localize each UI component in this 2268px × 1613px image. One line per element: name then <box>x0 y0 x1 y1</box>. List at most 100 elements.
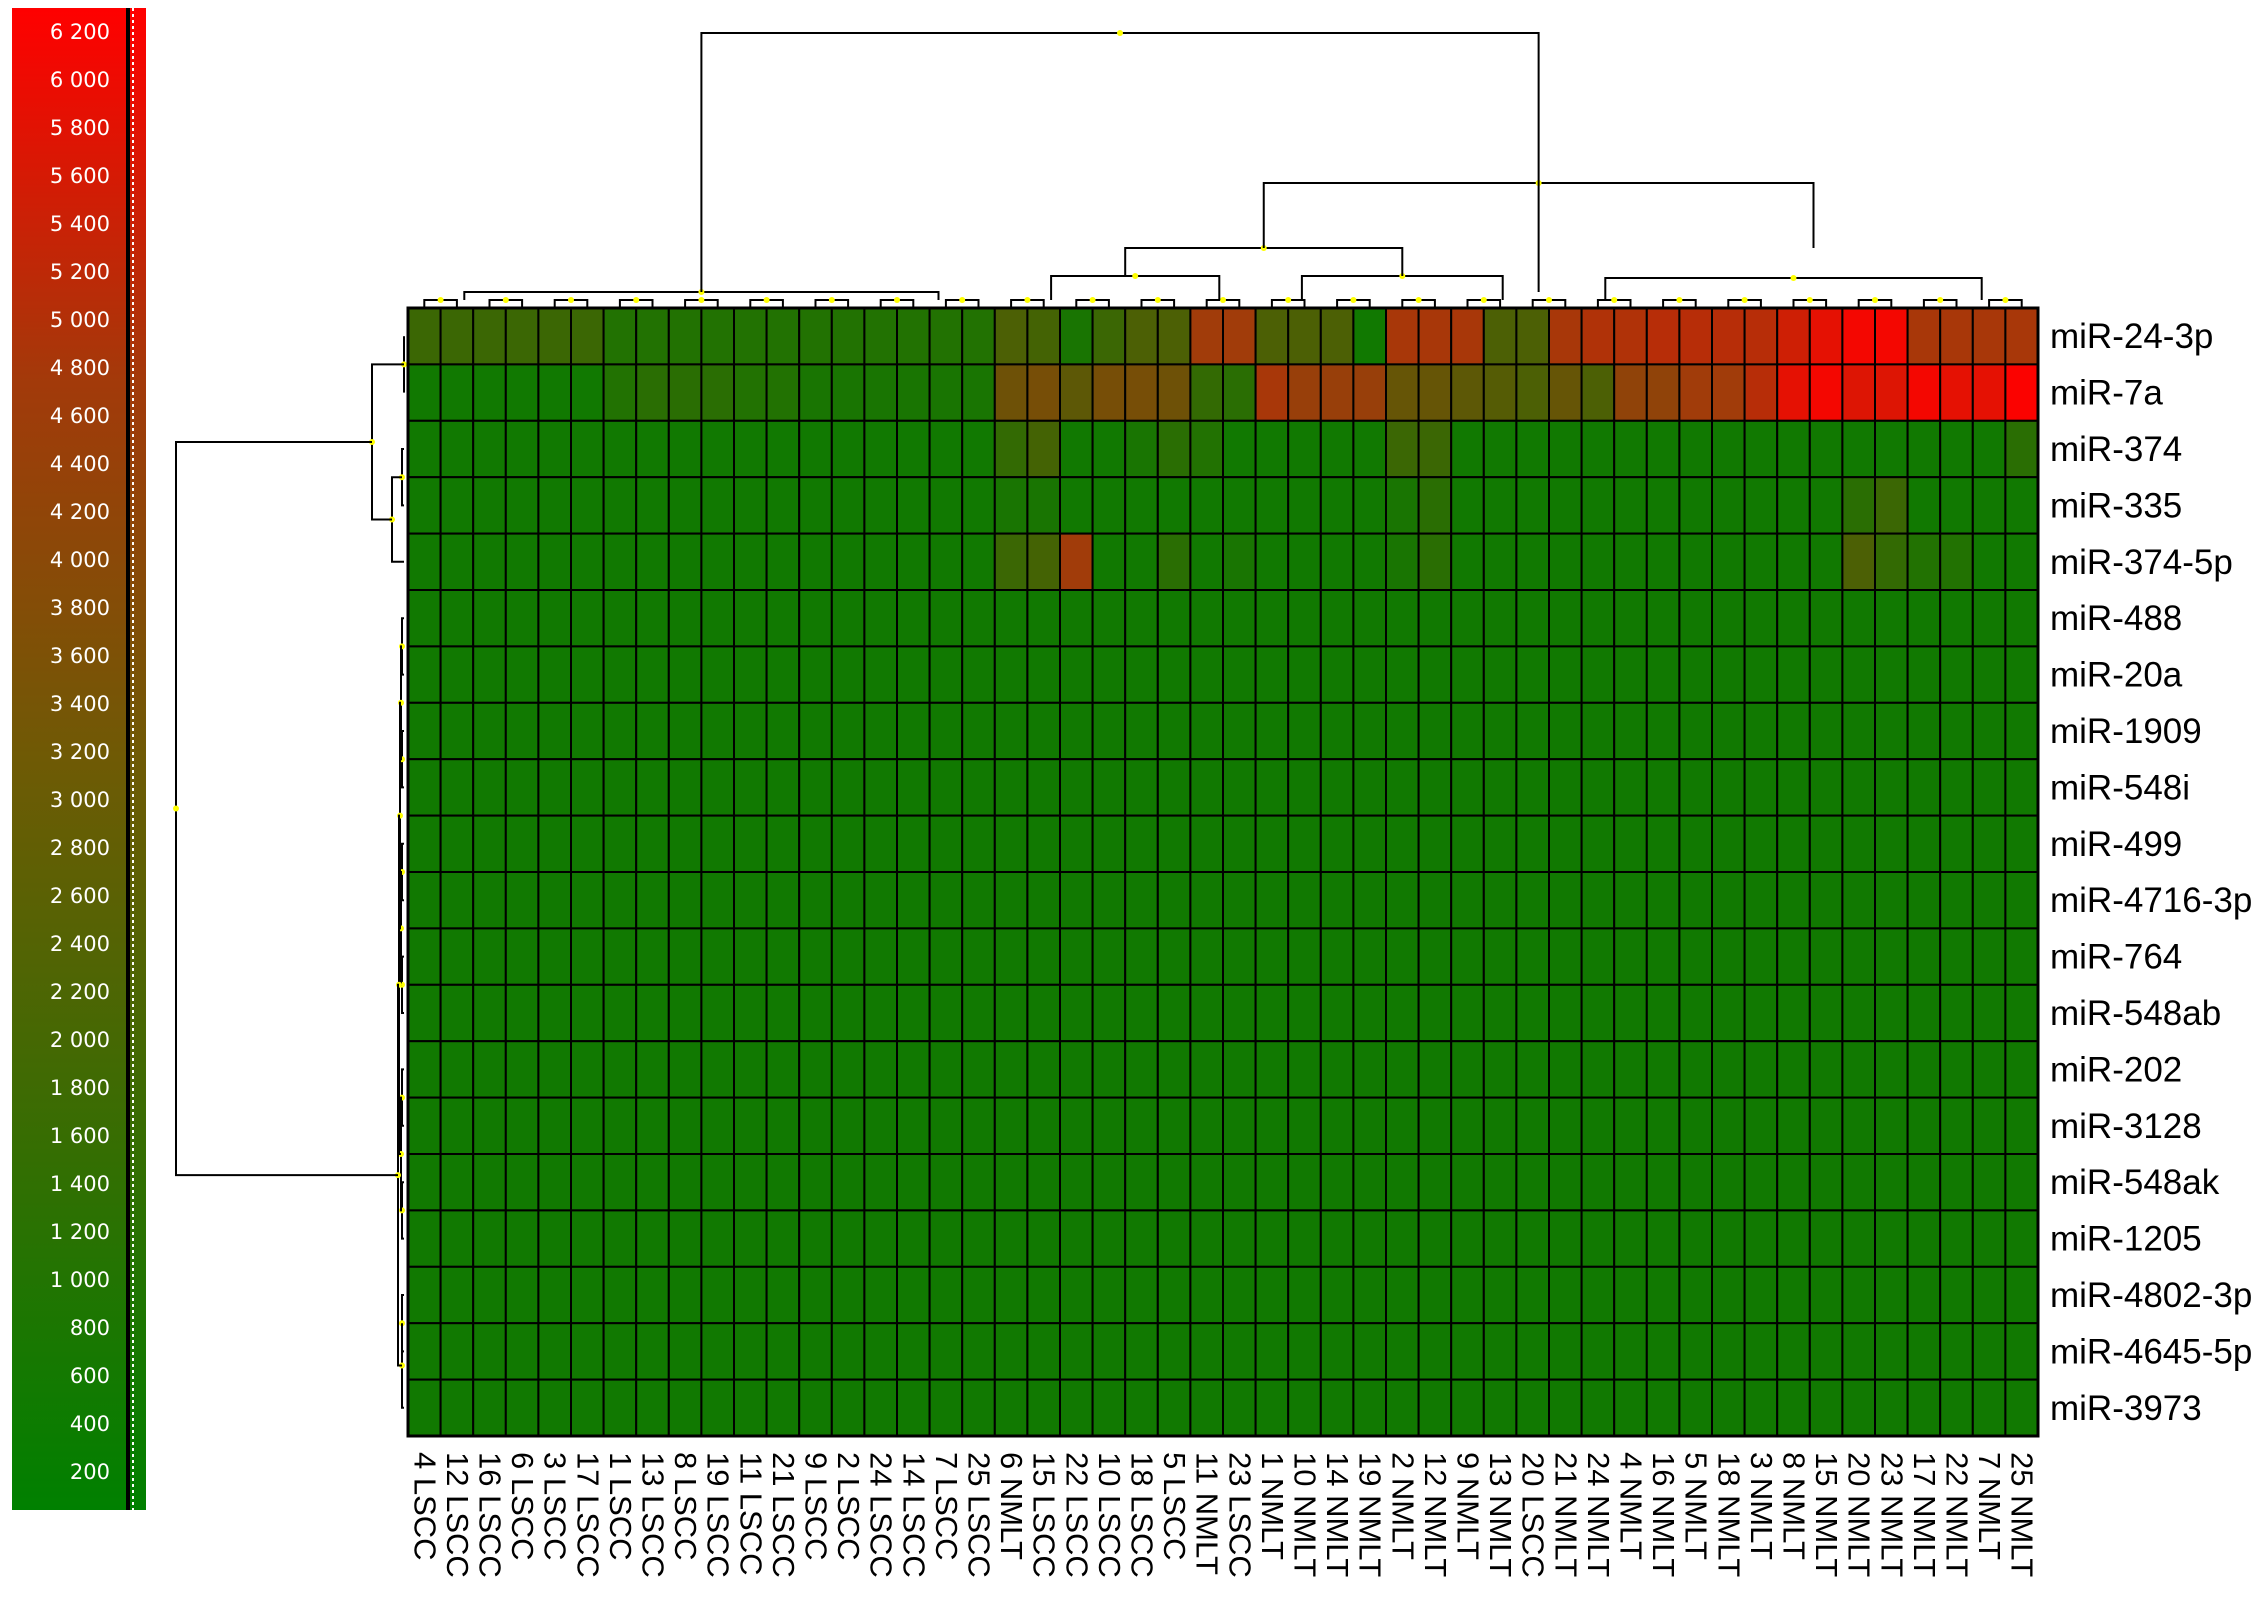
color-scale-tick-label: 2 800 <box>50 836 110 860</box>
heatmap-cell <box>1156 758 1192 817</box>
column-dendrogram-node <box>698 297 705 303</box>
color-scale-tick-label: 1 600 <box>50 1124 110 1148</box>
row-label: miR-20a <box>2050 656 2183 695</box>
heatmap-cell <box>1939 363 1974 422</box>
heatmap-cell <box>1939 419 1974 479</box>
color-scale-tick-label: 4 200 <box>50 500 110 524</box>
heatmap-cell <box>667 1378 703 1437</box>
heatmap-cell <box>407 589 442 648</box>
heatmap-cell <box>961 589 996 648</box>
heatmap-cell <box>1580 814 1616 873</box>
heatmap-cell <box>1222 983 1257 1043</box>
heatmap-cell <box>1678 1378 1714 1437</box>
heatmap-cell <box>1091 983 1127 1043</box>
heatmap-cell <box>667 814 703 873</box>
heatmap-cell <box>733 419 768 479</box>
heatmap-cell <box>1222 589 1257 648</box>
heatmap-cell <box>1808 927 1844 986</box>
column-dendrogram-node <box>1024 297 1031 303</box>
heatmap-cell <box>830 419 866 479</box>
row-label: miR-24-3p <box>2050 317 2213 356</box>
heatmap-cell <box>1156 701 1192 761</box>
heatmap-cell <box>667 532 703 591</box>
heatmap-cell <box>1971 1040 2007 1099</box>
heatmap-cell <box>1613 871 1648 930</box>
heatmap-cell <box>1254 927 1290 986</box>
heatmap-cell <box>1645 927 1681 986</box>
heatmap-cell <box>1482 983 1518 1043</box>
heatmap-cell <box>928 589 964 648</box>
heatmap-cell <box>635 814 670 873</box>
heatmap-cell <box>504 1378 540 1437</box>
heatmap-cell <box>1613 701 1648 761</box>
heatmap-cell <box>1906 1265 1942 1325</box>
heatmap-cell <box>1808 1096 1844 1155</box>
heatmap-cell <box>1515 1096 1551 1155</box>
heatmap-cell <box>1189 476 1225 535</box>
heatmap-cell <box>1645 645 1681 704</box>
heatmap-cell <box>1613 1209 1648 1268</box>
heatmap-cell <box>1678 645 1714 704</box>
heatmap-cell <box>1287 589 1322 648</box>
heatmap-cell <box>635 758 670 817</box>
heatmap-cell <box>1808 645 1844 704</box>
heatmap-cell <box>2004 589 2040 648</box>
heatmap-cell <box>472 476 507 535</box>
heatmap-cell <box>1091 645 1127 704</box>
heatmap-cell <box>798 645 833 704</box>
heatmap-cell <box>1287 419 1322 479</box>
heatmap-cell <box>1059 532 1094 591</box>
heatmap-cell <box>602 645 638 704</box>
heatmap-cell <box>1450 476 1485 535</box>
heatmap-cell <box>439 307 475 366</box>
heatmap-cell <box>1254 476 1290 535</box>
heatmap-cell <box>1776 701 1811 761</box>
heatmap-cell <box>1156 645 1192 704</box>
heatmap-cell <box>1450 983 1485 1043</box>
heatmap-cell <box>1222 1040 1257 1099</box>
heatmap-cell <box>1026 983 1062 1043</box>
heatmap-cell <box>1613 1153 1648 1212</box>
heatmap-cell <box>700 363 736 422</box>
heatmap-cell <box>896 927 931 986</box>
color-scale-tick-label: 3 200 <box>50 740 110 764</box>
heatmap-cell <box>1254 701 1290 761</box>
heatmap-cell <box>1613 1265 1648 1325</box>
color-scale-legend: 200 400 600 800 1 000 1 200 1 400 1 600 1 800 2 0… <box>12 8 146 1510</box>
heatmap-cell <box>1417 1209 1453 1268</box>
heatmap-cell <box>1645 758 1681 817</box>
heatmap-cell <box>896 1322 931 1381</box>
heatmap-cell <box>1450 1096 1485 1155</box>
heatmap-cell <box>2004 532 2040 591</box>
column-label: 25 NMLT <box>2005 1452 2040 1577</box>
heatmap-cell <box>472 307 507 366</box>
row-label: miR-4802-3p <box>2050 1276 2252 1315</box>
heatmap-cell <box>896 983 931 1043</box>
heatmap-cell <box>961 476 996 535</box>
column-dendrogram-node <box>1741 297 1748 303</box>
heatmap-cell <box>1156 871 1192 930</box>
heatmap-cell <box>1906 871 1942 930</box>
heatmap-cell <box>504 701 540 761</box>
heatmap-cell <box>1091 363 1127 422</box>
heatmap-cell <box>635 927 670 986</box>
heatmap-cell <box>1939 1265 1974 1325</box>
heatmap-cell <box>1156 983 1192 1043</box>
heatmap-cell <box>1254 1040 1290 1099</box>
heatmap-cell <box>504 1153 540 1212</box>
heatmap-cell <box>1743 532 1779 591</box>
heatmap-cell <box>1580 701 1616 761</box>
heatmap-cell <box>537 532 573 591</box>
heatmap-cell <box>1319 532 1355 591</box>
heatmap-cell <box>1319 1322 1355 1381</box>
heatmap-cell <box>1548 645 1583 704</box>
heatmap-cell <box>1189 871 1225 930</box>
heatmap-cell <box>1059 814 1094 873</box>
heatmap-cell <box>635 307 670 366</box>
heatmap-cell <box>472 927 507 986</box>
heatmap-cell <box>961 927 996 986</box>
heatmap-cell <box>961 307 996 366</box>
heatmap-cell <box>798 983 833 1043</box>
heatmap-cell <box>830 1209 866 1268</box>
heatmap-cell <box>1385 419 1420 479</box>
